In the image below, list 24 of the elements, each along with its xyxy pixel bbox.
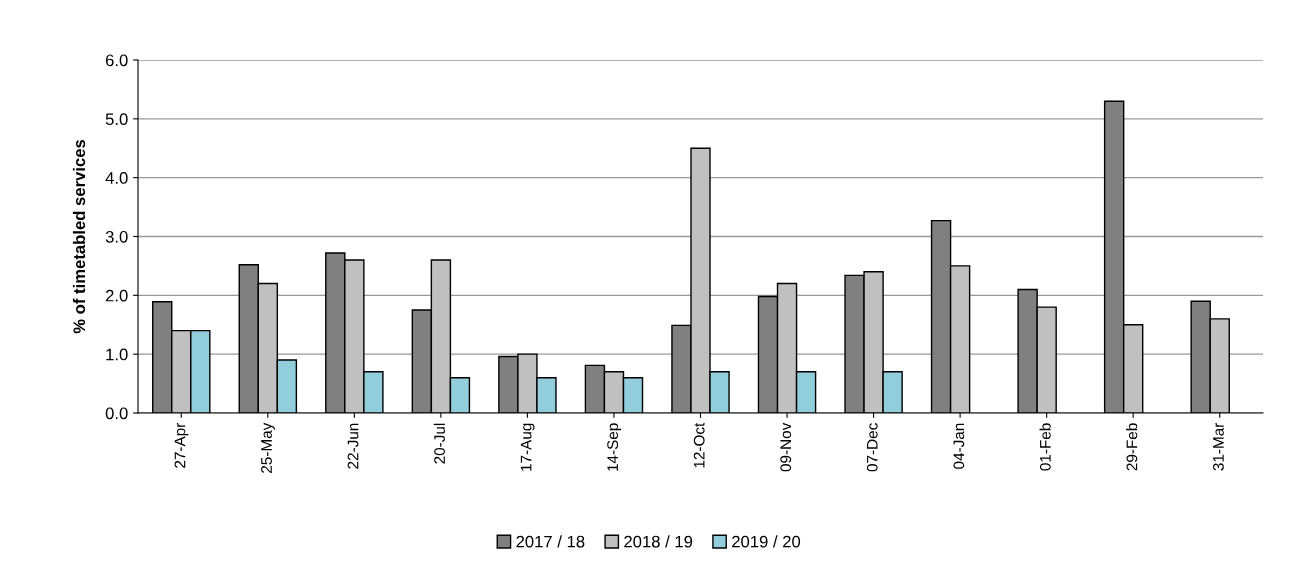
x-tick-label: 25-May [261,422,275,473]
x-tick-label: 12-Oct [693,422,705,468]
x-tick-label: 27-Apr [174,422,189,468]
x-tick-label: 07-Dec [866,423,878,472]
y-tick-label: 6.0 [105,54,128,67]
y-tick-label: 3.0 [105,230,128,243]
x-tick-label: 01-Feb [1039,423,1051,471]
y-tick-label: 0.0 [105,407,128,420]
x-tick-label: 29-Feb [1126,423,1138,471]
x-tick-label: 31-Mar [1213,422,1224,471]
x-tick-label: 22-Jun [347,423,359,469]
y-tick-label: 1.0 [106,348,128,361]
x-tick-label: 14-Sep [607,423,622,471]
legend-label: 2019 / 20 [732,535,801,548]
x-tick-label: 17-Aug [520,423,535,471]
x-tick-label: 20-Jul [433,423,445,464]
y-tick-label: 5.0 [105,113,128,126]
x-tick-label: 09-Nov [780,422,792,472]
y-axis-title: % of timetabled services [72,139,86,334]
y-tick-label: 2.0 [105,289,128,302]
x-tick-label: 04-Jan [953,423,965,469]
legend-label: 2018 / 19 [624,535,693,548]
y-tick-label: 4.0 [105,172,128,184]
legend-label: 2017 / 18 [516,535,585,548]
